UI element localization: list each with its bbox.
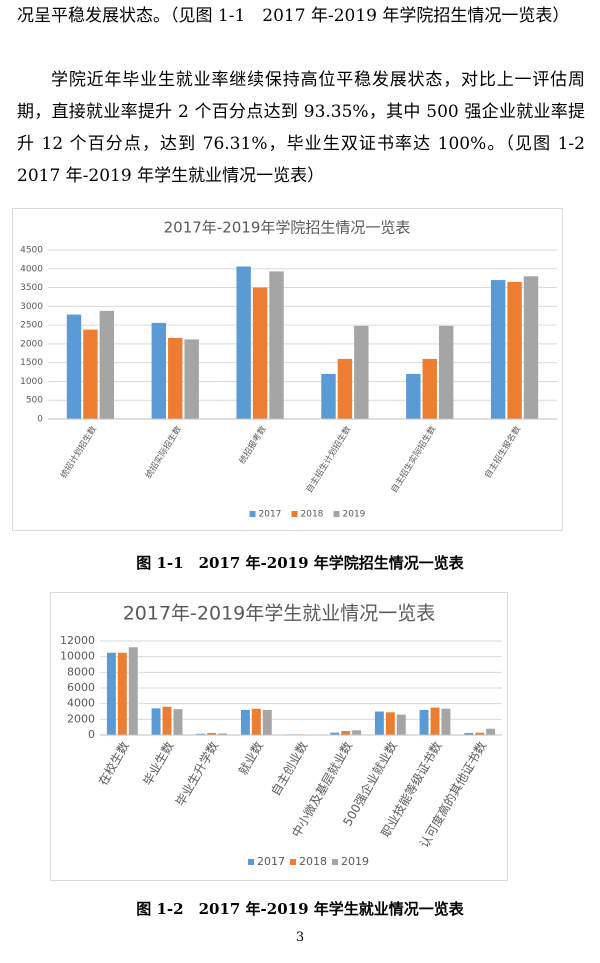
bar — [184, 339, 199, 419]
bar — [396, 714, 406, 735]
bar — [173, 709, 183, 735]
bar — [330, 732, 340, 735]
legend-swatch — [290, 859, 296, 865]
bar — [83, 329, 98, 419]
bar — [321, 373, 336, 419]
y-tick-label: 4000 — [67, 697, 95, 710]
bar — [236, 266, 251, 419]
y-tick-label: 3500 — [20, 283, 43, 293]
bar — [507, 281, 522, 419]
bar — [441, 708, 451, 735]
bar — [352, 730, 362, 735]
legend-swatch — [333, 511, 340, 517]
bar — [251, 708, 261, 735]
y-tick-label: 3000 — [20, 302, 43, 312]
paragraph: 况呈平稳发展状态。（见图 1-1 2017 年-2019 年学院招生情况一览表） — [17, 6, 570, 26]
y-tick-label: 6000 — [67, 681, 95, 694]
bar — [262, 709, 272, 735]
bar — [385, 712, 395, 735]
legend-swatch — [332, 859, 338, 865]
bar — [99, 310, 115, 419]
bar — [337, 358, 353, 419]
bar — [151, 322, 167, 419]
legend-label: 2017 — [259, 510, 282, 520]
bar — [475, 732, 485, 735]
bar — [406, 373, 421, 419]
page-number: 3 — [295, 930, 305, 945]
y-tick-label: 1500 — [20, 358, 43, 368]
y-tick-label: 2000 — [20, 339, 43, 349]
caption: 图 1-1 2017 年-2019 年学院招生情况一览表 — [136, 554, 464, 572]
bar — [341, 731, 351, 735]
bar — [240, 709, 250, 735]
bar — [269, 271, 284, 419]
y-tick-label: 2000 — [67, 712, 95, 725]
bar — [66, 314, 82, 419]
paragraph: 学院近年毕业生就业率继续保持高位平稳发展状态，对比上一评估周期，直接就业率提升 … — [17, 70, 600, 186]
bar — [117, 652, 127, 735]
chart-title: 2017年-2019年学生就业情况一览表 — [123, 603, 436, 625]
bar — [374, 711, 384, 735]
y-tick-label: 0 — [37, 415, 43, 425]
bar — [207, 733, 217, 735]
bar — [354, 325, 369, 419]
chart-frame — [50, 592, 508, 881]
legend-swatch — [291, 511, 298, 517]
bar — [162, 706, 172, 735]
y-tick-label: 2500 — [20, 321, 43, 331]
bar — [422, 358, 437, 419]
legend-label: 2018 — [299, 855, 327, 868]
bar — [218, 733, 228, 735]
bar — [196, 733, 206, 735]
legend-label: 2017 — [257, 855, 285, 868]
chart: 2017年-2019年学生就业情况一览表 0 2000 4000 6000 8000 10… — [50, 592, 508, 881]
legend-label: 2018 — [301, 510, 324, 520]
y-tick-label: 1000 — [20, 377, 43, 387]
y-tick-label: 4500 — [20, 246, 43, 256]
bar — [419, 709, 429, 735]
y-tick-label: 8000 — [67, 665, 95, 678]
y-tick-label: 4000 — [20, 264, 43, 274]
legend-label: 2019 — [343, 510, 366, 520]
y-tick-label: 0 — [88, 728, 95, 741]
bar — [106, 652, 116, 735]
bar — [490, 280, 506, 419]
bar — [128, 647, 138, 735]
legend-swatch — [249, 511, 256, 517]
y-tick-label: 12000 — [60, 634, 95, 647]
y-tick-label: 10000 — [60, 650, 95, 663]
bar — [438, 325, 454, 419]
bar — [486, 728, 496, 735]
bar — [151, 708, 161, 735]
chart: 2017年-2019年学院招生情况一览表 0 500 1000 1500 2000 250… — [12, 208, 563, 531]
chart-title: 2017年-2019年学院招生情况一览表 — [164, 219, 411, 237]
bar — [464, 733, 474, 735]
bar — [430, 707, 440, 735]
bar — [252, 287, 268, 419]
legend-label: 2019 — [341, 855, 369, 868]
bar — [168, 337, 183, 419]
caption: 图 1-2 2017 年-2019 年学生就业情况一览表 — [136, 900, 464, 918]
bar — [523, 276, 539, 419]
legend-swatch — [248, 859, 254, 865]
y-tick-label: 500 — [26, 396, 43, 406]
